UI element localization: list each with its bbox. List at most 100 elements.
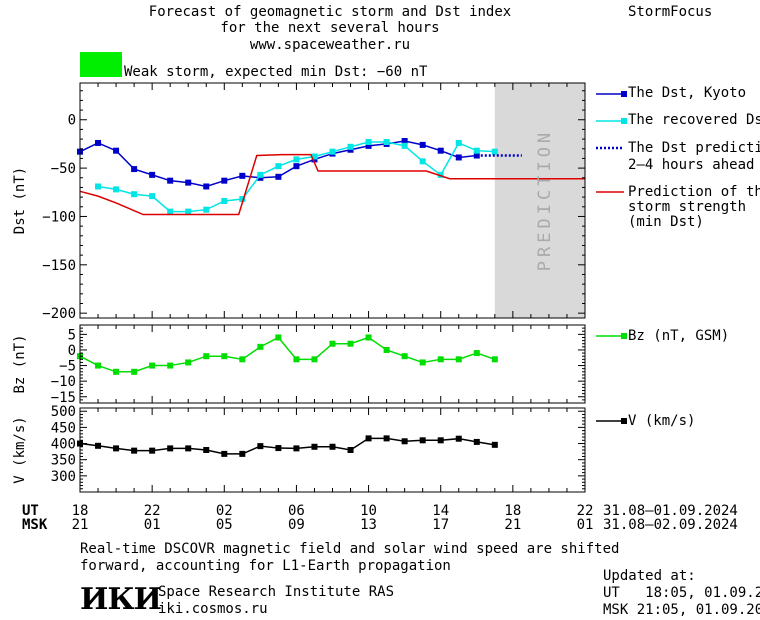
legend-bz: Bz (nT, GSM) [628,328,730,344]
dst-series-1-point [131,191,138,198]
updated-label: Updated at: [603,568,696,584]
dst-series-1-point [455,139,462,146]
site-url[interactable]: www.spaceweather.ru [249,37,411,53]
v-series-0-point [113,445,120,452]
msk-tick-label: 01 [143,517,161,533]
ut-axis-label: UT [22,503,39,519]
msk-tick-label: 05 [215,517,233,533]
bz-y-axis-label: Bz (nT) [12,334,28,393]
bz-series-0-point [293,356,300,363]
v-series-0-point [311,443,318,450]
v-series-0-point [437,437,444,444]
bz-series-0-point [149,362,156,369]
storm-status-text: Weak storm, expected min Dst: −60 nT [124,64,428,80]
institute-site[interactable]: iki.cosmos.ru [158,601,268,617]
ut-tick-label: 06 [287,503,305,519]
updated-ut: UT 18:05, 01.09.2024 [603,585,760,601]
dst-series-1-point [95,183,102,190]
v-series-0-point [293,445,300,452]
bz-y-tick-label: 5 [68,327,76,343]
dst-series-0-point [455,154,462,161]
v-y-axis-label: V (km/s) [12,416,28,483]
dst-series-1-point [203,206,210,213]
msk-tick-label: 09 [287,517,305,533]
legend-dst-recovered-marker [621,118,627,124]
updated-msk: MSK 21:05, 01.09.2024 [603,602,760,618]
bz-y-tick-label: 0 [68,343,76,359]
v-series-0-point [401,438,408,445]
v-series-0-point [491,441,498,448]
v-series-0-point [149,447,156,454]
dst-series-1-point [167,208,174,215]
v-series-0-point [239,450,246,457]
legend-dst-kyoto: The Dst, Kyoto [628,85,747,101]
dst-series-1-point [419,158,426,165]
v-y-tick-label: 500 [51,404,76,420]
dst-series-0-point [275,173,282,180]
msk-tick-label: 13 [360,517,377,533]
legend-dst-prediction-1: The Dst prediction [628,140,760,156]
prediction-label: PREDICTION [535,129,555,271]
dst-series-0-point [113,147,120,154]
dst-series-1-point [491,148,498,155]
msk-tick-label: 21 [71,517,89,533]
msk-tick-label: 21 [504,517,522,533]
ut-tick-label: 18 [504,503,522,519]
dst-series-0-point [221,177,228,184]
chart-title-line-1: Forecast of geomagnetic storm and Dst in… [148,4,512,20]
dst-series-1-point [257,171,264,178]
bz-series-0-point [95,362,102,369]
ut-tick-label: 02 [215,503,233,519]
v-series-0-point [473,438,480,445]
bz-series-0-point [473,350,480,357]
dst-series-0-point [185,179,192,186]
dst-series-1-point [239,196,246,203]
dst-series-1-point [185,208,192,215]
footer-note-line-1: Real-time DSCOVR magnetic field and sola… [80,541,620,557]
v-series-0-line [79,437,495,455]
dst-series-0-point [419,141,426,148]
msk-tick-label: 17 [432,517,450,533]
msk-date-range: 31.08–02.09.2024 [603,517,738,533]
brand-name: StormFocus [628,4,713,20]
v-y-tick-label: 300 [51,469,76,485]
bz-y-tick-label: −5 [59,359,76,375]
ut-date-range: 31.08–01.09.2024 [603,503,738,519]
bz-series-0-point [329,340,336,347]
dst-y-tick-label: −50 [51,161,76,177]
dst-series-1-point [311,153,318,160]
chart-title-line-2: for the next several hours [220,20,440,36]
v-series-0-point [455,435,462,442]
bz-series-0-line [79,336,496,373]
dst-series-0-point [365,142,372,149]
bz-series-0-point [383,346,390,353]
v-series-0-point [95,442,102,449]
dst-series-0-point [293,163,300,170]
ut-tick-label: 22 [576,503,594,519]
bz-series-0-point [491,356,498,363]
dst-series-1-point [401,142,408,149]
legend-v: V (km/s) [628,413,696,429]
dst-series-0-point [149,171,156,178]
legend-storm-strength-3: (min Dst) [628,214,704,230]
v-series-0-point [131,447,138,454]
v-series-0-point [365,435,372,442]
legend-v-marker [621,418,627,424]
bz-series-0-point [347,340,354,347]
v-y-tick-label: 400 [51,437,76,453]
dst-series-1-point [275,163,282,170]
dst-series-0-point [167,177,174,184]
dst-y-axis-label: Dst (nT) [12,167,28,234]
dst-series-1-point [329,148,336,155]
bz-series-0-point [131,368,138,375]
dst-y-tick-label: −200 [42,306,76,322]
bz-series-0-point [185,359,192,366]
dst-series-0-point [131,166,138,173]
dst-series-0-point [203,183,210,190]
bz-series-0-point [401,353,408,360]
msk-tick-label: 01 [576,517,594,533]
bz-series-0-point [167,362,174,369]
bz-series-0-point [113,368,120,375]
bz-series-0-point [221,353,228,360]
bz-series-0-point [311,356,318,363]
